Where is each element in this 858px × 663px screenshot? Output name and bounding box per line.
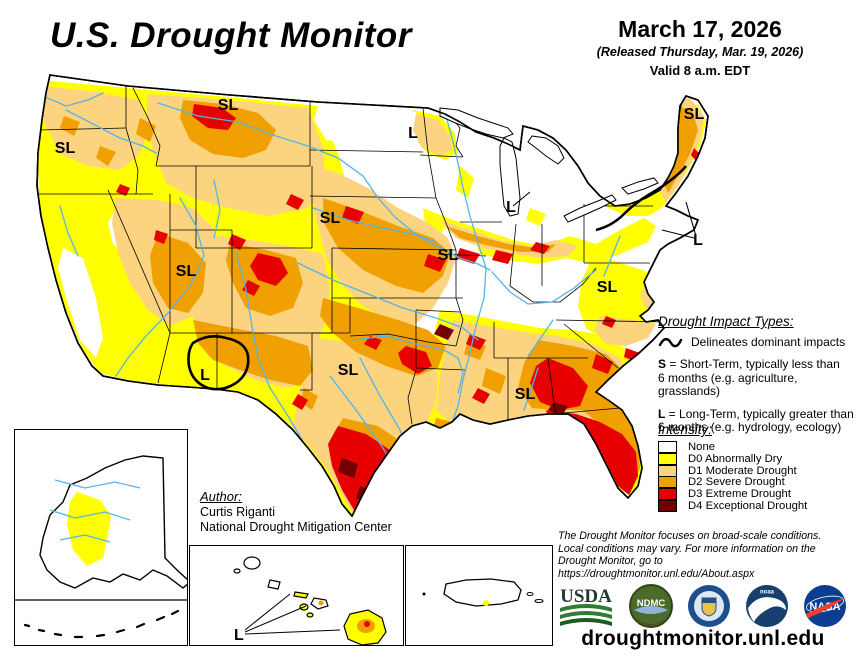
map-impact-label-montana: SL — [218, 97, 239, 114]
intensity-label: D2 Severe Drought — [688, 476, 785, 489]
delineates-label: Delineates dominant impacts — [691, 335, 846, 349]
ndmc-logo: NDMC — [628, 584, 674, 628]
usda-logo: USDA — [556, 584, 616, 628]
intensity-label: D3 Extreme Drought — [688, 488, 791, 501]
map-impact-label-georgia-alabama: SL — [515, 386, 536, 403]
disclaimer-text: The Drought Monitor focuses on broad-sca… — [558, 530, 822, 580]
commerce-logo — [686, 584, 732, 628]
puerto-rico-outline — [443, 578, 522, 607]
impact-types-heading: Drought Impact Types: — [658, 314, 794, 329]
intensity-row: None — [658, 440, 854, 453]
hawaii-impact-label: L — [234, 627, 244, 644]
intensity-legend: Intensity: None D0 Abnormally Dry D1 Moder… — [658, 422, 854, 512]
map-impact-label-oregon: SL — [55, 140, 76, 157]
puerto-rico-inset — [405, 545, 553, 646]
conus-outline-stroke — [36, 74, 709, 518]
map-impact-label-maine: SL — [684, 106, 705, 123]
intensity-rows: None D0 Abnormally Dry D1 Moderate Drought… — [658, 440, 854, 512]
long-term-definition: L = Long-Term, typically greater than 6 … — [658, 406, 854, 434]
impact-labels: SL SL L SL SL SL L SL L SL SL SL L — [55, 97, 705, 403]
author-name: Curtis Riganti — [200, 504, 276, 519]
intensity-row: D4 Exceptional Drought — [658, 499, 854, 512]
impact-types-legend: Drought Impact Types: Delineates dominan… — [658, 314, 854, 435]
site-url: droughtmonitor.unl.edu — [581, 627, 825, 650]
intensity-row: D2 Severe Drought — [658, 476, 854, 489]
alaska-inset — [14, 429, 188, 646]
intensity-row: D0 Abnormally Dry — [658, 452, 854, 465]
date-block: March 17, 2026 (Released Thursday, Mar. … — [555, 16, 845, 78]
aleutian-islands — [23, 609, 180, 639]
intensity-label: None — [688, 440, 716, 453]
intensity-row: D3 Extreme Drought — [658, 488, 854, 501]
intensity-swatch — [658, 476, 677, 489]
hawaii-callout-lines — [244, 593, 341, 635]
author-heading: Author: — [200, 489, 242, 504]
intensity-label: D4 Exceptional Drought — [688, 499, 808, 512]
map-date: March 17, 2026 — [618, 16, 782, 42]
page-title: U.S. Drought Monitor — [50, 16, 412, 55]
impact-delineation-lines — [187, 165, 688, 391]
intensity-swatch — [658, 464, 677, 477]
alaska-rivers — [49, 479, 141, 543]
delineation-squiggle-icon — [658, 337, 683, 347]
valid-time: Valid 8 a.m. EDT — [649, 63, 751, 78]
great-lakes — [439, 107, 659, 223]
author-block: Author: Curtis Riganti National Drought … — [200, 489, 392, 536]
map-impact-label-nebraska-kansas: SL — [320, 210, 341, 227]
map-impact-label-arizona-new-mexico: L — [200, 367, 210, 384]
usda-text: USDA — [560, 586, 612, 607]
ndmc-text: NDMC — [637, 598, 666, 609]
intensity-swatch — [658, 440, 677, 453]
map-impact-label-virginia: SL — [597, 279, 618, 296]
noaa-logo: noaa — [744, 584, 790, 628]
map-impact-label-texas: SL — [338, 362, 359, 379]
conus-map: SL SL L SL SL SL L SL L SL SL SL L — [8, 58, 718, 558]
agency-logos: USDA NDMC — [556, 584, 848, 628]
label-callout-lines — [512, 191, 697, 239]
intensity-label: D0 Abnormally Dry — [688, 452, 783, 465]
intensity-swatch — [658, 499, 677, 512]
map-impact-label-new-jersey-coast: L — [693, 232, 703, 249]
map-impact-label-utah-colorado: SL — [176, 263, 197, 280]
intensity-label: D1 Moderate Drought — [688, 464, 797, 477]
map-impact-label-iowa-missouri: SL — [438, 247, 459, 264]
nasa-logo: NASA — [802, 584, 848, 628]
short-term-definition: S = Short-Term, typically less than 6 mo… — [658, 357, 840, 398]
intensity-swatch — [658, 488, 677, 501]
alaska-outline — [39, 455, 187, 589]
author-org: National Drought Mitigation Center — [200, 520, 392, 534]
noaa-text: noaa — [760, 590, 775, 596]
map-impact-label-michigan: L — [506, 199, 516, 216]
release-date: (Released Thursday, Mar. 19, 2026) — [596, 45, 804, 59]
intensity-row: D1 Moderate Drought — [658, 464, 854, 477]
intensity-swatch — [658, 452, 677, 465]
state-boundaries — [37, 86, 683, 425]
hawaii-inset: L — [189, 545, 404, 646]
map-impact-label-minnesota: L — [408, 125, 418, 142]
intensity-heading: Intensity: — [658, 422, 713, 437]
